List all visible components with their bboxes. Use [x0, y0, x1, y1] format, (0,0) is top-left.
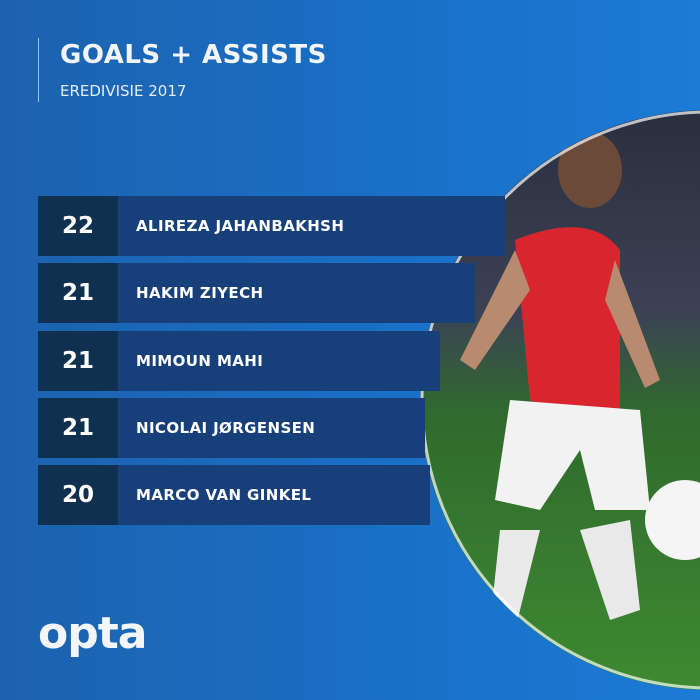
ranking-value: 21 [38, 263, 118, 323]
ranking-row: 21 NICOLAI JØRGENSEN [38, 398, 425, 458]
ranking-row: 21 HAKIM ZIYECH [38, 263, 475, 323]
player-name: HAKIM ZIYECH [136, 284, 264, 302]
ranking-value: 20 [38, 465, 118, 525]
ranking-row: 21 MIMOUN MAHI [38, 331, 440, 391]
header: GOALS + ASSISTS EREDIVISIE 2017 [38, 38, 327, 102]
player-name: MIMOUN MAHI [136, 352, 264, 370]
ranking-value: 22 [38, 196, 118, 256]
ranking-row: 20 MARCO VAN GINKEL [38, 465, 430, 525]
player-name: ALIREZA JAHANBAKHSH [136, 217, 345, 235]
player-name: NICOLAI JØRGENSEN [136, 419, 316, 437]
opta-logo: opta [38, 608, 147, 659]
ranking-value: 21 [38, 398, 118, 458]
page-title: GOALS + ASSISTS [60, 40, 327, 70]
page-subtitle: EREDIVISIE 2017 [60, 82, 187, 100]
ranking-row: 22 ALIREZA JAHANBAKHSH [38, 196, 505, 256]
ranking-value: 21 [38, 331, 118, 391]
player-name: MARCO VAN GINKEL [136, 486, 312, 504]
